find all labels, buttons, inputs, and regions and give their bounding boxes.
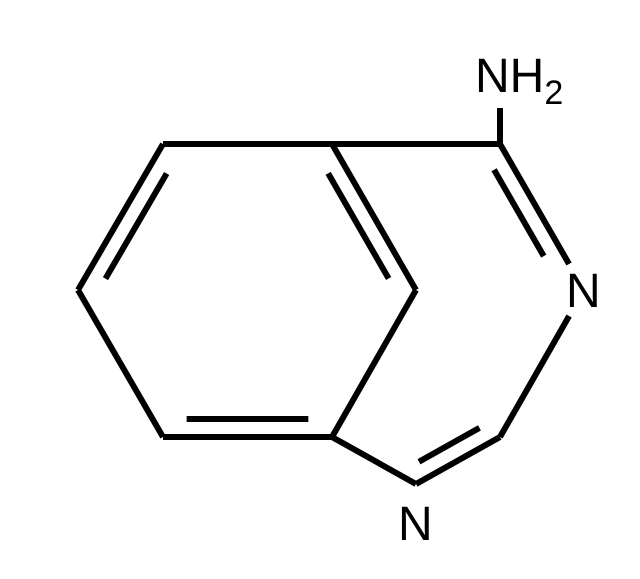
bond-line — [500, 316, 569, 437]
molecule-canvas: NH2 N N — [0, 0, 640, 579]
bond-line — [332, 437, 416, 484]
atom-label: N — [398, 498, 433, 551]
bond-line — [78, 290, 163, 437]
atom-label: NH2 — [475, 50, 563, 112]
bond-line — [332, 144, 416, 290]
bond-line — [78, 144, 163, 290]
atom-label: N — [566, 265, 601, 318]
bond-line — [416, 437, 500, 484]
bond-line — [332, 290, 416, 437]
